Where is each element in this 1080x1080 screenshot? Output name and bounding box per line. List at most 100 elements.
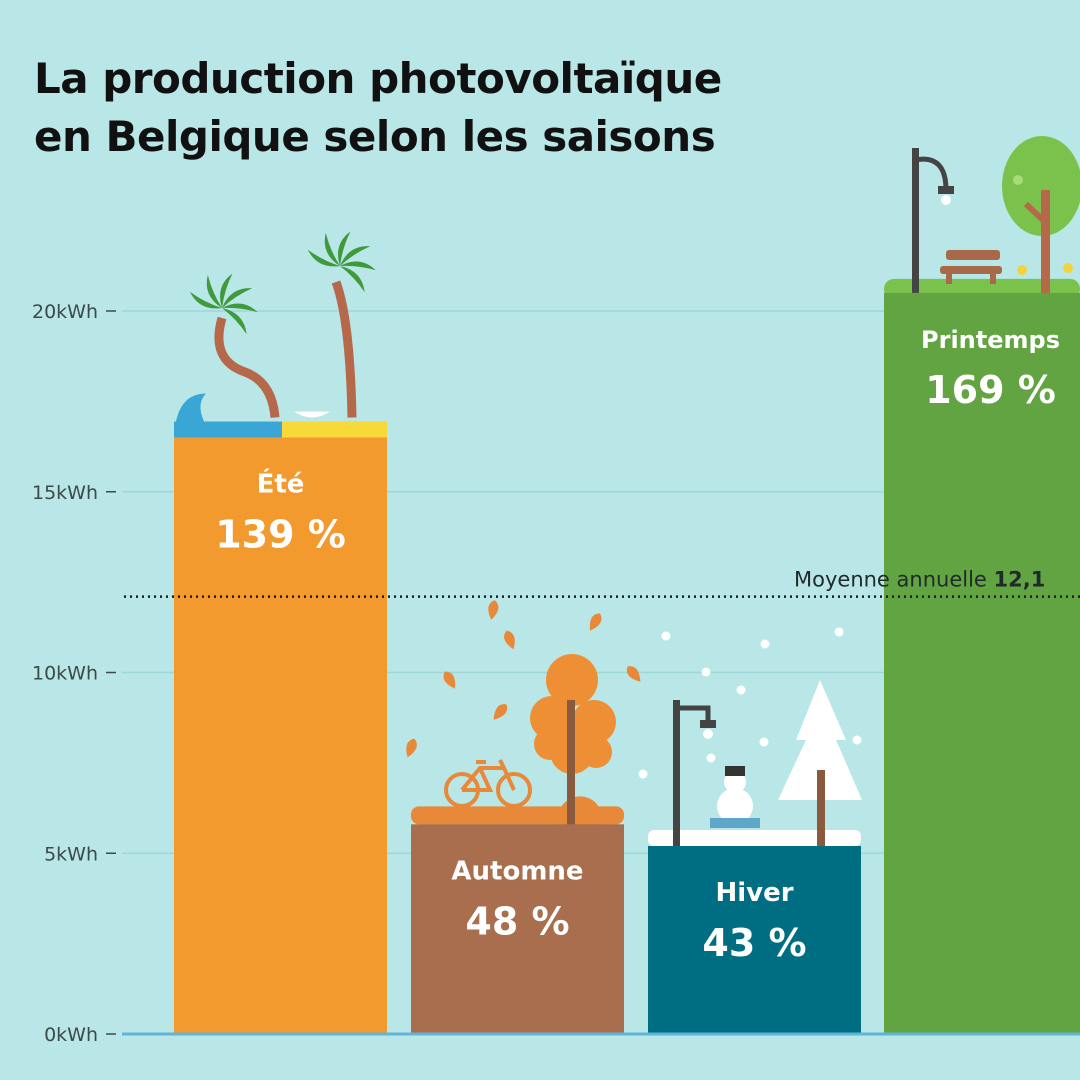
falling-leaf-2-shape — [493, 704, 508, 720]
palm-leaf-0-0 — [189, 291, 222, 309]
falling-leaf-6 — [488, 600, 499, 620]
palm-leaf-1-1 — [324, 232, 340, 266]
snowflake-8 — [638, 769, 648, 779]
snowflake-3 — [760, 639, 770, 649]
snowflake-5 — [852, 735, 862, 745]
autumn-tree-foliage-5 — [580, 736, 612, 768]
bowl-icon — [294, 411, 330, 418]
bar-category-label-2: Hiver — [715, 878, 793, 908]
wave-icon — [176, 393, 206, 422]
sand-icon — [282, 421, 387, 438]
y-tick-label-3: 15kWh — [32, 482, 98, 504]
flower-1 — [1017, 265, 1027, 275]
spring-tree-branch — [1023, 201, 1048, 225]
chart-title-line-1: La production photovoltaïque — [34, 54, 722, 103]
chart-title: La production photovoltaïque en Belgique… — [34, 50, 722, 166]
bar-category-label-0: Été — [257, 468, 305, 500]
autumn-tree-foliage-4 — [534, 728, 566, 760]
bench-leg-2 — [990, 272, 996, 284]
y-axis: 0kWh 5kWh 10kWh 15kWh 20kWh — [32, 301, 1080, 1046]
snowman-hat — [725, 766, 745, 776]
snowman-base — [710, 818, 760, 828]
palm-leaf-0-2 — [220, 273, 233, 308]
falling-leaf-1 — [443, 671, 456, 689]
bicycle-wheel-front — [496, 772, 532, 808]
snowman-head — [724, 771, 746, 793]
bar-percent-label-3: 169 % — [925, 368, 1056, 412]
palm-leaves-0 — [189, 273, 258, 335]
spring-tree-trunk — [1041, 190, 1050, 293]
spring-tree-dot — [1013, 175, 1023, 185]
y-tick-label-0: 0kWh — [44, 1024, 98, 1046]
water-icon — [174, 421, 282, 438]
palm-leaf-0-5 — [222, 308, 247, 335]
bicycle-icon — [444, 759, 532, 808]
snowman-body — [717, 788, 753, 824]
bicycle-frame — [460, 759, 516, 792]
falling-leaf-4 — [589, 613, 602, 631]
falling-leaf-4-shape — [589, 613, 602, 631]
bar-category-label-1: Automne — [451, 856, 583, 886]
winter-lamp-head — [700, 720, 716, 728]
falling-leaf-3 — [504, 630, 515, 650]
bar-3 — [884, 292, 1080, 1034]
y-tick-label-4: 20kWh — [32, 301, 98, 323]
autumn-tree-trunk-front — [567, 700, 575, 825]
snow-cap — [648, 830, 861, 847]
bar-category-label-3: Printemps — [921, 326, 1060, 354]
bench-leg-1 — [946, 272, 952, 284]
spring-lamp-light — [941, 195, 951, 205]
average-label-text: Moyenne annuelle — [794, 568, 994, 592]
falling-leaf-2 — [493, 704, 508, 720]
bench-seat — [940, 266, 1002, 274]
snowy-tree — [778, 680, 862, 800]
palm-trunk-1 — [214, 316, 280, 419]
flower-2 — [1063, 263, 1073, 273]
winter-lamp-pole — [673, 700, 680, 847]
falling-leaf-5 — [626, 666, 641, 682]
falling-leaf-1-shape — [443, 671, 456, 689]
palm-leaf-1-2 — [338, 231, 351, 266]
falling-leaf-0-shape — [406, 738, 417, 758]
snowy-tree-trunk — [817, 770, 825, 847]
autumn-illustration — [406, 600, 641, 841]
bench-back — [946, 250, 1000, 260]
snowflake-0 — [661, 631, 671, 641]
snowflake-4 — [834, 627, 844, 637]
bar-percent-label-2: 43 % — [702, 921, 806, 965]
y-tick-label-1: 5kWh — [44, 843, 98, 865]
spring-tree-foliage — [1002, 136, 1080, 236]
average-label: Moyenne annuelle 12,1 — [794, 568, 1045, 592]
autumn-tree-foliage-0 — [546, 654, 598, 706]
palm-leaf-0-3 — [222, 288, 253, 308]
snowflake-1 — [701, 667, 711, 677]
bench-icon — [940, 250, 1002, 284]
y-tick-label-2: 10kWh — [32, 663, 98, 685]
bar-percent-label-1: 48 % — [465, 899, 569, 943]
spring-lamp-head — [938, 186, 954, 194]
palm-leaf-1-3 — [340, 246, 371, 266]
palm-leaf-1-0 — [307, 249, 340, 267]
palm-leaf-0-1 — [206, 274, 222, 308]
average-line-group: Moyenne annuelle 12,1 — [124, 568, 1080, 598]
falling-leaf-5-shape — [626, 666, 641, 682]
bar-0 — [174, 437, 387, 1034]
falling-leaf-6-shape — [488, 600, 499, 620]
spring-lamp-pole — [912, 148, 919, 293]
palm-leaves-1 — [307, 231, 376, 293]
palm-trunk-2 — [331, 280, 357, 418]
autumn-tree-foliage-1 — [530, 696, 574, 740]
bars: Été 139 % Automne 48 % Hiver 43 % Printemps 169… — [174, 292, 1080, 1034]
snowflake-7 — [706, 753, 716, 763]
chart-title-line-2: en Belgique selon les saisons — [34, 112, 716, 161]
spring-lamp-arm — [914, 156, 949, 191]
falling-leaf-0 — [406, 738, 417, 758]
snowflake-2 — [736, 685, 746, 695]
average-value: 12,1 — [994, 568, 1046, 592]
falling-leaf-3-shape — [504, 630, 515, 650]
palm-leaf-0-4 — [222, 303, 258, 313]
winter-lamp-arm — [676, 705, 711, 722]
summer-illustration — [174, 231, 387, 438]
bar-percent-label-0: 139 % — [215, 513, 346, 557]
